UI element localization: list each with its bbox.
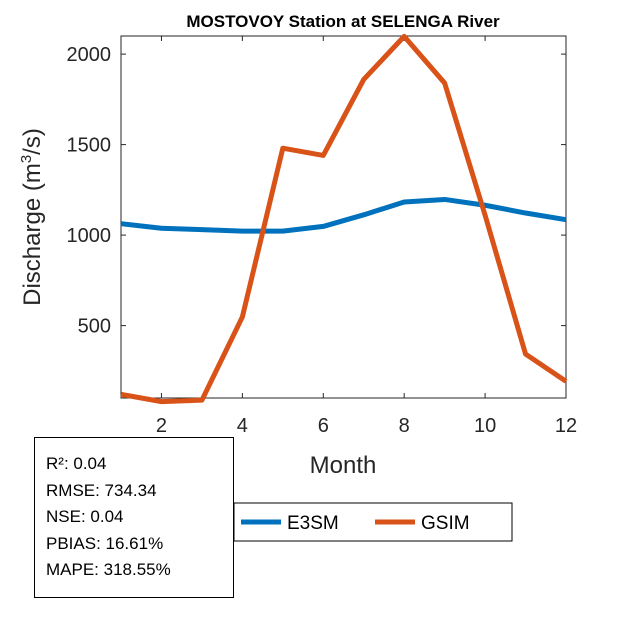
- x-axis-label: Month: [310, 452, 377, 479]
- series-line-e3sm: [120, 196, 567, 234]
- x-tick-label: 8: [399, 415, 410, 437]
- y-tick-label: 1000: [67, 225, 112, 247]
- axis-ticks: 2 4 6 8 10 12 500 1000 1500 2000: [67, 36, 577, 437]
- x-tick-label: 6: [318, 415, 329, 437]
- y-tick-label: 500: [78, 316, 111, 338]
- legend-label-gsim: GSIM: [421, 513, 470, 534]
- x-tick-label: 2: [156, 415, 167, 437]
- stat-line: MAPE: 318.55%: [46, 560, 171, 579]
- legend-label-e3sm: E3SM: [287, 513, 339, 534]
- y-label-sup: 3: [18, 155, 35, 163]
- y-tick-label: 2000: [67, 44, 112, 66]
- plot-frame: [120, 35, 567, 399]
- y-tick-label: 1500: [67, 135, 112, 157]
- stat-line: R²: 0.04: [46, 454, 107, 473]
- stat-line: PBIAS: 16.61%: [46, 533, 164, 553]
- y-label-tail: /s): [19, 128, 46, 155]
- y-axis-label: Discharge (m3/s): [18, 128, 46, 306]
- x-tick-label: 10: [474, 415, 496, 437]
- stat-line: NSE: 0.04: [46, 507, 124, 526]
- legend: E3SM GSIM: [233, 502, 513, 542]
- x-tick-label: 4: [237, 415, 248, 437]
- stats-box: R²: 0.04 RMSE: 734.34 NSE: 0.04 PBIAS: 16.6…: [34, 437, 234, 598]
- series-line-gsim: [120, 33, 568, 405]
- x-tick-label: 12: [555, 415, 577, 437]
- chart-title: MOSTOVOY Station at SELENGA River: [186, 12, 500, 31]
- series-lines: [120, 33, 568, 405]
- stat-line: RMSE: 734.34: [46, 480, 157, 500]
- y-label-base: Discharge (m: [19, 163, 46, 306]
